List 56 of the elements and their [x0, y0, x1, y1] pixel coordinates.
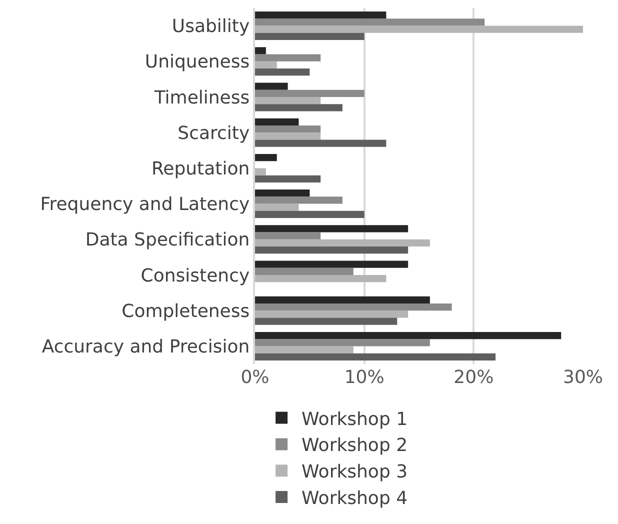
bar: [255, 61, 277, 69]
bar: [255, 303, 452, 311]
bar: [255, 353, 496, 360]
bar: [255, 32, 364, 40]
y-tick-label: Usability: [172, 16, 250, 38]
legend-label: Workshop 2: [302, 435, 408, 456]
bar: [255, 168, 266, 176]
legend-label: Workshop 4: [302, 488, 408, 510]
bar: [255, 54, 321, 62]
bar: [255, 47, 266, 54]
bar: [255, 12, 386, 19]
bar: [255, 346, 354, 354]
legend-label: Workshop 1: [302, 408, 408, 430]
bar: [255, 118, 299, 126]
bar: [255, 140, 386, 147]
bar: [255, 125, 321, 133]
bar: [255, 339, 430, 346]
y-tick-label: Uniqueness: [144, 52, 250, 73]
bar: [255, 210, 364, 218]
y-tick-label: Data Specification: [85, 230, 250, 251]
bar: [255, 310, 408, 318]
y-tick-label: Completeness: [122, 300, 250, 322]
bar: [255, 190, 310, 197]
x-tick-label: 0%: [240, 367, 270, 388]
y-tick-label: Accuracy and Precision: [42, 336, 250, 358]
y-tick-label: Frequency and Latency: [40, 194, 250, 216]
bar: [255, 225, 408, 232]
bar: [255, 246, 408, 254]
bar: [255, 318, 398, 325]
bar: [255, 332, 562, 340]
bar: [255, 68, 310, 76]
y-tick-label: Scarcity: [178, 122, 250, 144]
y-tick-label: Reputation: [151, 158, 250, 180]
bar: [255, 239, 430, 247]
bar: [255, 154, 277, 162]
bar: [255, 26, 583, 33]
bar: [255, 296, 430, 304]
bar: [255, 232, 321, 240]
bar: [255, 196, 342, 204]
bar: [255, 275, 386, 282]
bar: [255, 82, 288, 90]
bar: [255, 90, 364, 97]
bar: [255, 268, 354, 275]
x-tick-label: 30%: [562, 367, 604, 388]
legend-label: Workshop 3: [302, 462, 408, 483]
bar: [255, 260, 408, 268]
x-tick-label: 10%: [344, 367, 384, 388]
bar: [255, 18, 485, 26]
bar: [255, 132, 321, 140]
bar: [255, 175, 321, 182]
bar: [255, 204, 299, 211]
y-tick-label: Consistency: [140, 265, 250, 286]
bar: [255, 104, 342, 112]
y-tick-label: Timeliness: [153, 87, 250, 108]
x-tick-label: 20%: [454, 367, 494, 388]
bar: [255, 97, 321, 104]
